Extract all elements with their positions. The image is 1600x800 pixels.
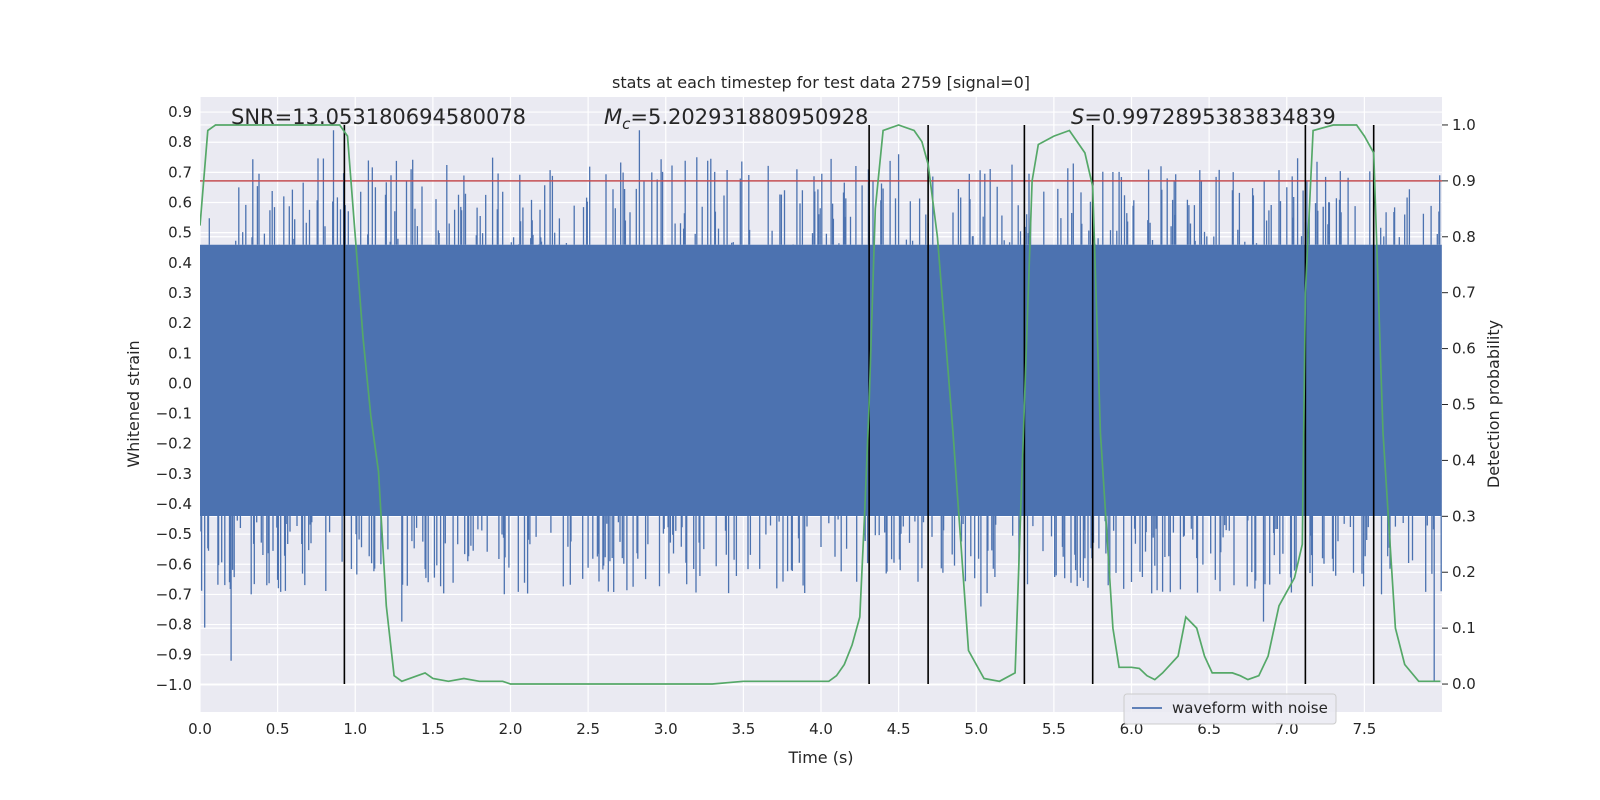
y2-tick-label: 0.9 — [1452, 172, 1476, 190]
y2-tick-labels: 1.0 0.9 0.8 0.7 0.6 0.5 0.4 0.3 0.2 0.1 0.0 — [1442, 116, 1476, 693]
x-tick-label: 1.0 — [343, 720, 367, 738]
y-tick-label: −0.1 — [156, 405, 192, 423]
x-tick-label: 5.0 — [964, 720, 988, 738]
legend-box — [1123, 693, 1337, 725]
legend-label: waveform with noise — [1172, 699, 1328, 717]
x-tick-label: 3.0 — [654, 720, 678, 738]
y-tick-label: −0.5 — [156, 525, 192, 543]
chirp-mass-symbol: M — [604, 105, 622, 129]
chirp-mass-value: =5.202931880950928 — [630, 105, 868, 129]
y-tick-label: 0.8 — [168, 133, 192, 151]
y2-tick-label: 0.4 — [1452, 451, 1476, 469]
y-tick-label: 0.0 — [168, 374, 192, 392]
y2-axis-label: Detection probability — [1484, 320, 1503, 488]
traces — [200, 124, 1442, 685]
y-tick-label: −0.7 — [156, 585, 192, 603]
y-tick-label: −0.6 — [156, 555, 192, 573]
x-axis-label: Time (s) — [787, 748, 853, 767]
spin-annotation: S=0.9972895383834839 — [1071, 105, 1336, 129]
x-tick-label: 4.5 — [887, 720, 911, 738]
y2-tick-label: 0.5 — [1452, 396, 1476, 414]
y2-tick-label: 0.1 — [1452, 619, 1476, 637]
waveform-spikes — [200, 130, 1442, 682]
x-tick-label: 2.0 — [499, 720, 523, 738]
x-tick-label: 5.5 — [1042, 720, 1066, 738]
boundary-lines — [343, 124, 1375, 685]
x-tick-label: 1.5 — [421, 720, 445, 738]
x-tick-label: 3.5 — [731, 720, 755, 738]
y-tick-label: −0.9 — [156, 646, 192, 664]
y2-tick-label: 0.2 — [1452, 563, 1476, 581]
x-tick-label: 7.5 — [1352, 720, 1376, 738]
y-tick-label: 0.5 — [168, 224, 192, 242]
chirp-mass-annotation: Mc=5.202931880950928 — [604, 105, 868, 133]
spin-value: =0.9972895383834839 — [1084, 105, 1335, 129]
x-tick-label: 4.0 — [809, 720, 833, 738]
y2-tick-label: 0.6 — [1452, 340, 1476, 358]
probability-line — [200, 124, 1441, 685]
legend: waveform with noise — [1123, 693, 1337, 725]
y2-tick-label: 0.3 — [1452, 507, 1476, 525]
y2-tick-label: 0.8 — [1452, 228, 1476, 246]
y2-tick-label: 1.0 — [1452, 116, 1476, 134]
chart-title: stats at each timestep for test data 275… — [612, 73, 1030, 92]
y-tick-label: 0.2 — [168, 314, 192, 332]
y-tick-label: 0.7 — [168, 163, 192, 181]
y-tick-label: 0.9 — [168, 103, 192, 121]
x-tick-label: 0.0 — [188, 720, 212, 738]
y-tick-label: −0.3 — [156, 465, 192, 483]
y-tick-label: −0.2 — [156, 435, 192, 453]
x-tick-label: 0.5 — [266, 720, 290, 738]
y2-tick-label: 0.7 — [1452, 284, 1476, 302]
y-tick-label: 0.1 — [168, 344, 192, 362]
y-tick-label: −1.0 — [156, 676, 192, 694]
y-tick-label: 0.6 — [168, 194, 192, 212]
x-tick-labels: 0.0 0.5 1.0 1.5 2.0 2.5 3.0 3.5 4.0 4.5 5.0 5.5 6.0 6… — [188, 720, 1376, 738]
y-tick-label: 0.3 — [168, 284, 192, 302]
y-axis-label: Whitened strain — [124, 340, 143, 467]
y-tick-label: −0.8 — [156, 616, 192, 634]
spin-symbol: S — [1071, 105, 1084, 129]
y-tick-labels: 0.9 0.8 0.7 0.6 0.5 0.4 0.3 0.2 0.1 0.0 −0.1 −0.2 −0… — [156, 103, 192, 694]
y-tick-label: 0.4 — [168, 254, 192, 272]
chirp-mass-subscript: c — [622, 115, 631, 133]
snr-annotation: SNR=13.053180694580078 — [231, 105, 526, 129]
y2-tick-label: 0.0 — [1452, 675, 1476, 693]
x-tick-label: 2.5 — [576, 720, 600, 738]
waveform-core — [200, 244, 1442, 516]
y-tick-label: −0.4 — [156, 495, 192, 513]
